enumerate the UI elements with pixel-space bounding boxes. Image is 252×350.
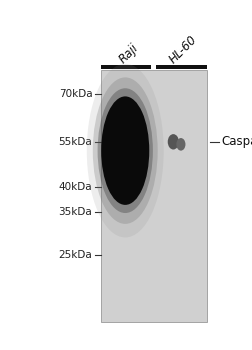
- Text: 35kDa: 35kDa: [58, 208, 92, 217]
- Bar: [155, 65, 207, 69]
- Ellipse shape: [101, 96, 149, 205]
- Text: Caspase-8: Caspase-8: [220, 135, 252, 148]
- Text: HL-60: HL-60: [166, 34, 199, 66]
- Ellipse shape: [176, 138, 185, 150]
- Bar: [101, 70, 207, 322]
- Text: 70kDa: 70kDa: [58, 89, 92, 99]
- Bar: [101, 65, 150, 69]
- Ellipse shape: [86, 64, 163, 237]
- Ellipse shape: [92, 77, 157, 224]
- Text: 25kDa: 25kDa: [58, 250, 92, 260]
- Ellipse shape: [167, 134, 178, 149]
- Text: 40kDa: 40kDa: [58, 182, 92, 192]
- Ellipse shape: [97, 88, 152, 213]
- Text: Raji: Raji: [116, 42, 140, 66]
- Text: 55kDa: 55kDa: [58, 137, 92, 147]
